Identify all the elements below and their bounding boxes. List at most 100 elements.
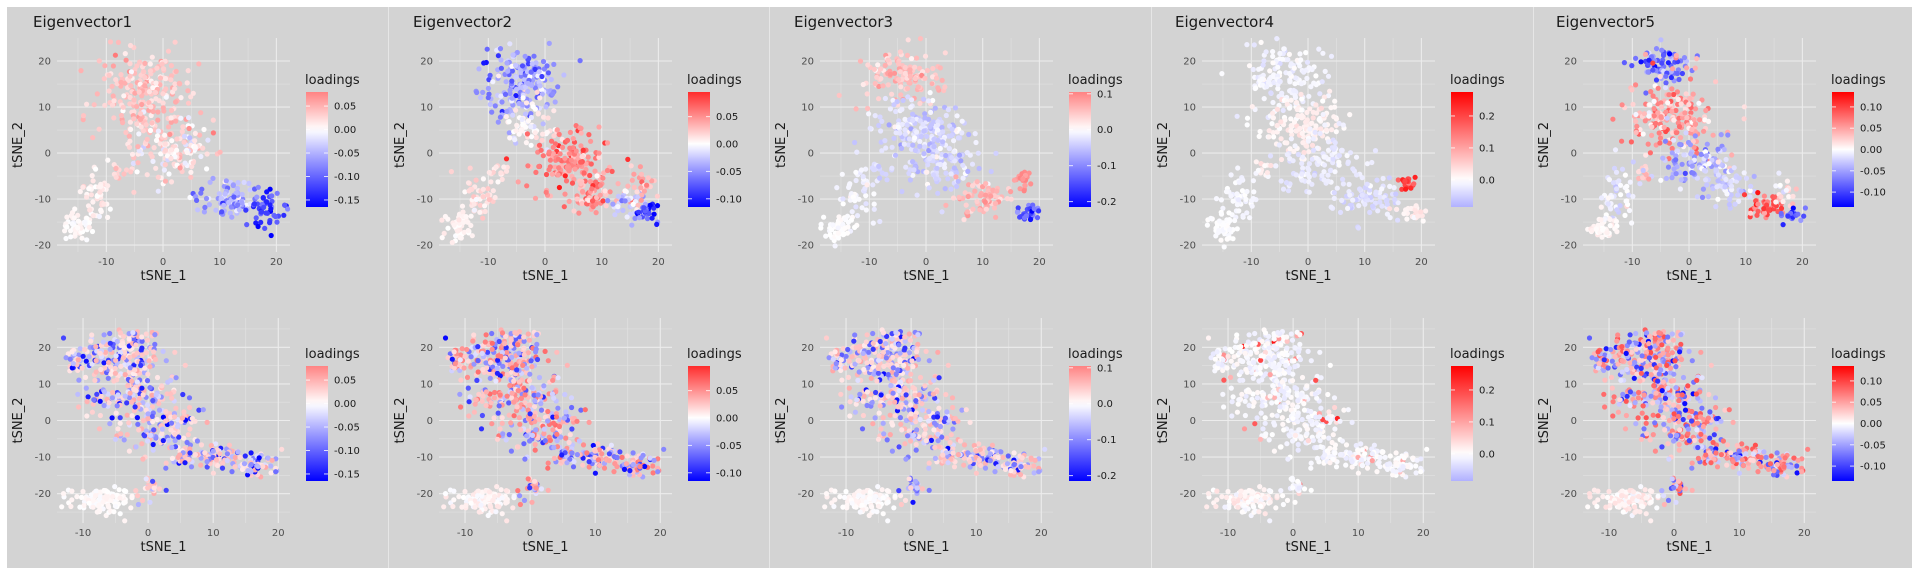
data-point [859, 426, 866, 432]
data-point [133, 342, 139, 348]
data-point [149, 120, 155, 126]
data-point [213, 207, 219, 213]
data-point [503, 79, 509, 85]
x-tick-label: 0 [923, 257, 929, 268]
data-point [102, 63, 108, 69]
legend-tick-label: 0.05 [334, 102, 356, 113]
data-point [650, 205, 656, 211]
data-point [490, 188, 496, 194]
data-point [897, 49, 903, 55]
data-point [530, 104, 536, 110]
data-point [129, 493, 135, 499]
data-point [1294, 113, 1300, 119]
legend-tick-label: 0.0 [1097, 399, 1113, 410]
data-point [917, 416, 923, 423]
data-point [910, 499, 916, 505]
data-point [1394, 217, 1400, 223]
data-point [454, 228, 460, 234]
data-point [829, 227, 835, 233]
data-point [168, 115, 174, 121]
data-point [97, 493, 103, 499]
data-point [84, 194, 90, 200]
data-point [264, 210, 270, 216]
data-point [959, 407, 965, 413]
data-point [1279, 56, 1285, 62]
data-point [939, 209, 945, 215]
data-point [532, 427, 538, 433]
data-point [232, 464, 238, 470]
data-point [931, 427, 937, 433]
data-point [126, 369, 132, 375]
data-point [912, 64, 918, 70]
data-point [872, 415, 878, 421]
data-point [948, 171, 954, 177]
data-point [943, 152, 949, 159]
data-point [929, 81, 935, 87]
data-point [593, 201, 599, 207]
data-point [863, 201, 869, 207]
data-point [915, 341, 921, 347]
data-point [473, 89, 479, 96]
data-point [562, 409, 568, 415]
data-point [519, 102, 525, 108]
data-point [526, 337, 532, 343]
data-point [134, 415, 140, 421]
data-point [475, 391, 481, 397]
legend-tick-label: 0.05 [716, 112, 738, 123]
data-point [624, 156, 630, 162]
data-point [841, 231, 847, 237]
data-point [921, 151, 927, 157]
data-point [1334, 185, 1340, 191]
data-point [134, 121, 140, 127]
data-point [150, 85, 156, 91]
data-point [1298, 177, 1304, 183]
data-point [1259, 76, 1265, 82]
data-point [1286, 70, 1292, 77]
data-point [153, 96, 159, 102]
data-point [497, 57, 504, 63]
data-point [539, 91, 545, 97]
data-point [1395, 200, 1401, 206]
data-point [461, 189, 467, 195]
data-point [1303, 75, 1309, 81]
data-point [596, 447, 602, 453]
data-point [504, 499, 510, 505]
data-point [1267, 90, 1273, 96]
data-point [893, 130, 899, 136]
data-point [174, 147, 180, 153]
data-point [186, 125, 192, 132]
data-point [504, 393, 510, 399]
data-point [506, 412, 512, 418]
data-point [279, 446, 285, 452]
data-point [89, 332, 95, 338]
data-point [154, 133, 161, 139]
data-point [178, 115, 184, 121]
data-point [913, 478, 919, 484]
data-point [161, 66, 167, 72]
data-point [103, 496, 110, 502]
data-point [556, 423, 562, 430]
data-point [568, 426, 574, 432]
data-point [966, 182, 972, 188]
data-point [935, 122, 941, 128]
legend-tick-label: -0.10 [716, 468, 742, 479]
data-point [174, 423, 180, 430]
data-point [163, 94, 169, 100]
data-point [93, 493, 99, 499]
data-point [226, 199, 232, 205]
data-point [577, 159, 583, 165]
data-point [1280, 186, 1286, 192]
y-tick-label: 10 [38, 103, 51, 114]
data-point [880, 511, 886, 517]
data-point [89, 173, 95, 179]
data-point [455, 494, 461, 500]
data-point [864, 389, 870, 395]
data-point [977, 462, 984, 469]
y-tick-label: 0 [808, 149, 814, 160]
data-point [109, 102, 116, 108]
data-point [181, 435, 187, 441]
data-point [204, 166, 210, 172]
data-point [878, 392, 884, 398]
data-point [1299, 130, 1305, 136]
data-point [580, 455, 586, 461]
